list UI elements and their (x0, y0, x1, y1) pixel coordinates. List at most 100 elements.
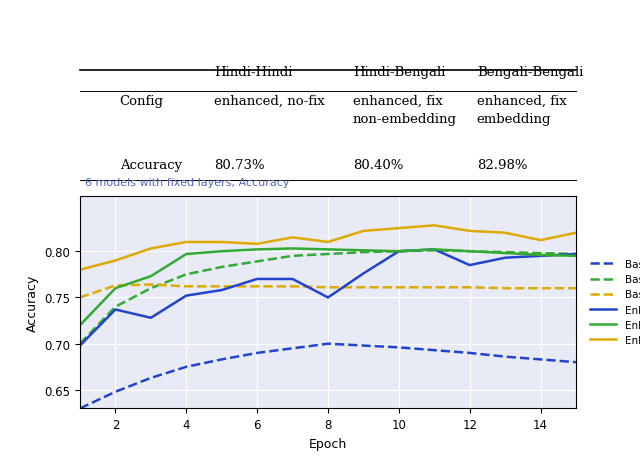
Baseline Bengali-Bengali (76, 295, 84, 301)
Enhanced Hindi-Bengali (572, 253, 580, 259)
Enhanced Hindi-Bengali (431, 247, 438, 252)
Enhanced Hindi-Bengali (289, 246, 296, 252)
Baseline Bengali-Bengali (289, 284, 296, 290)
Enhanced Hindi-Hindi (466, 263, 474, 268)
Enhanced Hindi-Bengali (501, 251, 509, 256)
Enhanced Hindi-Hindi (501, 255, 509, 261)
Enhanced Bengali-Bengali (111, 258, 119, 263)
Line: Enhanced Hindi-Bengali: Enhanced Hindi-Bengali (80, 249, 576, 325)
Enhanced Hindi-Hindi (395, 249, 403, 254)
Baseline Hindi-Hindi (324, 341, 332, 347)
Baseline Bengali-Bengali (111, 283, 119, 289)
Enhanced Bengali-Bengali (395, 226, 403, 231)
Baseline Bengali-Bengali (572, 286, 580, 291)
Enhanced Hindi-Bengali (395, 249, 403, 254)
Baseline Hindi-Hindi (537, 357, 545, 362)
Baseline Bengali-Bengali (324, 285, 332, 291)
Enhanced Bengali-Bengali (572, 230, 580, 236)
Enhanced Bengali-Bengali (182, 240, 190, 245)
Enhanced Hindi-Hindi (182, 293, 190, 299)
Baseline Hindi-Hindi (289, 346, 296, 351)
Baseline Hindi-Bengali (289, 253, 296, 259)
Baseline Bengali-Bengali (466, 285, 474, 291)
Enhanced Hindi-Hindi (324, 295, 332, 301)
Baseline Bengali-Bengali (431, 285, 438, 291)
Enhanced Hindi-Bengali (466, 249, 474, 254)
Text: Bengali-Bengali: Bengali-Bengali (477, 66, 583, 78)
Enhanced Hindi-Bengali (360, 248, 367, 253)
Text: enhanced, fix
embedding: enhanced, fix embedding (477, 95, 566, 126)
Text: 6 models with fixed layers, Accuracy: 6 models with fixed layers, Accuracy (85, 178, 289, 188)
Enhanced Bengali-Bengali (147, 246, 155, 252)
Enhanced Bengali-Bengali (501, 230, 509, 236)
Text: Accuracy: Accuracy (120, 158, 182, 172)
Legend: Baseline Hindi-Hindi, Baseline Hindi-Bengali, Baseline Bengali-Bengali, Enhanced: Baseline Hindi-Hindi, Baseline Hindi-Ben… (586, 255, 640, 349)
Baseline Hindi-Hindi (182, 364, 190, 370)
Enhanced Hindi-Bengali (218, 249, 225, 254)
Line: Enhanced Bengali-Bengali: Enhanced Bengali-Bengali (80, 226, 576, 270)
Baseline Hindi-Bengali (147, 286, 155, 291)
Enhanced Bengali-Bengali (218, 240, 225, 245)
Enhanced Hindi-Bengali (76, 323, 84, 328)
Baseline Hindi-Bengali (466, 249, 474, 254)
Text: Hindi-Hindi: Hindi-Hindi (214, 66, 292, 78)
Enhanced Hindi-Bengali (182, 252, 190, 257)
Baseline Hindi-Hindi (218, 357, 225, 362)
Baseline Hindi-Bengali (360, 250, 367, 255)
Enhanced Hindi-Hindi (572, 252, 580, 257)
Line: Baseline Hindi-Bengali: Baseline Hindi-Bengali (80, 251, 576, 344)
Enhanced Hindi-Hindi (289, 277, 296, 282)
Baseline Hindi-Bengali (111, 304, 119, 310)
Baseline Hindi-Bengali (182, 272, 190, 278)
Text: 82.98%: 82.98% (477, 158, 527, 172)
Baseline Bengali-Bengali (360, 285, 367, 291)
Enhanced Bengali-Bengali (324, 240, 332, 245)
Baseline Hindi-Hindi (431, 347, 438, 353)
Enhanced Hindi-Hindi (360, 271, 367, 277)
Text: 80.40%: 80.40% (353, 158, 403, 172)
Enhanced Hindi-Bengali (324, 247, 332, 252)
Baseline Hindi-Hindi (147, 375, 155, 381)
Enhanced Bengali-Bengali (537, 238, 545, 243)
Enhanced Bengali-Bengali (253, 241, 261, 247)
X-axis label: Epoch: Epoch (309, 437, 347, 450)
Line: Baseline Bengali-Bengali: Baseline Bengali-Bengali (80, 285, 576, 298)
Baseline Hindi-Bengali (395, 249, 403, 254)
Enhanced Bengali-Bengali (289, 235, 296, 241)
Baseline Bengali-Bengali (147, 282, 155, 288)
Baseline Hindi-Hindi (360, 343, 367, 348)
Baseline Hindi-Bengali (76, 341, 84, 347)
Enhanced Bengali-Bengali (466, 229, 474, 234)
Baseline Hindi-Bengali (253, 259, 261, 264)
Enhanced Hindi-Hindi (218, 288, 225, 293)
Baseline Hindi-Bengali (537, 251, 545, 256)
Enhanced Hindi-Bengali (147, 274, 155, 280)
Enhanced Hindi-Bengali (253, 247, 261, 252)
Baseline Hindi-Hindi (111, 389, 119, 395)
Enhanced Hindi-Hindi (111, 307, 119, 313)
Enhanced Hindi-Bengali (111, 286, 119, 291)
Baseline Bengali-Bengali (501, 286, 509, 291)
Baseline Hindi-Hindi (76, 406, 84, 411)
Baseline Hindi-Hindi (501, 354, 509, 359)
Baseline Bengali-Bengali (218, 284, 225, 290)
Line: Enhanced Hindi-Hindi: Enhanced Hindi-Hindi (80, 250, 576, 346)
Baseline Bengali-Bengali (537, 286, 545, 291)
Baseline Hindi-Bengali (501, 250, 509, 255)
Baseline Hindi-Bengali (324, 252, 332, 257)
Enhanced Hindi-Hindi (537, 253, 545, 259)
Enhanced Bengali-Bengali (431, 223, 438, 229)
Text: Config: Config (120, 95, 164, 108)
Enhanced Hindi-Hindi (431, 247, 438, 252)
Text: Hindi-Bengali: Hindi-Bengali (353, 66, 445, 78)
Text: enhanced, fix
non-embedding: enhanced, fix non-embedding (353, 95, 457, 126)
Baseline Hindi-Hindi (395, 345, 403, 350)
Baseline Hindi-Hindi (253, 350, 261, 356)
Baseline Bengali-Bengali (395, 285, 403, 291)
Baseline Hindi-Bengali (431, 248, 438, 253)
Baseline Bengali-Bengali (182, 284, 190, 290)
Enhanced Hindi-Hindi (147, 315, 155, 321)
Baseline Hindi-Bengali (572, 252, 580, 257)
Baseline Bengali-Bengali (253, 284, 261, 290)
Y-axis label: Accuracy: Accuracy (26, 274, 39, 331)
